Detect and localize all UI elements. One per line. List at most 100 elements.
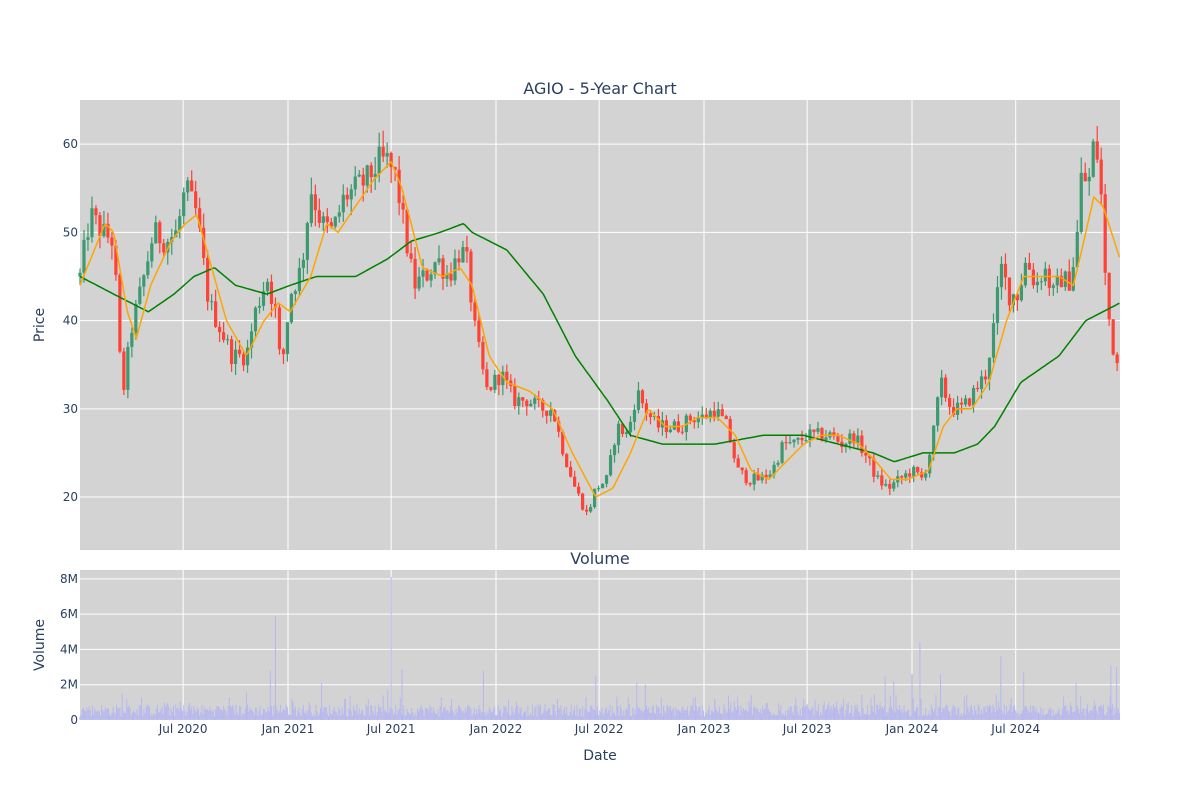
candle-body [182, 192, 186, 217]
candle-body [361, 174, 365, 186]
candle-body [241, 354, 246, 366]
candle-body [680, 431, 684, 433]
candle-body [920, 472, 924, 478]
candle-body [1103, 194, 1107, 273]
x-axis-label: Date [583, 748, 616, 764]
candle-body [792, 439, 796, 443]
candle-body [1067, 271, 1071, 291]
candle-body [425, 270, 429, 281]
candle-body [497, 374, 501, 386]
candle-body [569, 466, 573, 477]
candle-body [732, 442, 736, 459]
volume-plot-area [80, 570, 1120, 720]
price-y-tick-label: 40 [63, 314, 78, 328]
candle-body [644, 403, 649, 414]
candle-body [832, 432, 836, 437]
candle-body [952, 406, 956, 415]
candle-body [529, 403, 533, 407]
candle-body [604, 475, 609, 484]
candle-body [341, 194, 345, 213]
candle-body [764, 474, 768, 478]
candle-body [449, 273, 453, 281]
candle-body [812, 429, 816, 432]
volume-x-tick-labels: Jul 2020 Jan 2021 Jul 2021 Jan 2022 Jul 2022… [158, 722, 1040, 736]
candle-body [1107, 272, 1111, 320]
candle-body [445, 273, 449, 279]
candle-body [640, 390, 645, 404]
candle-body [892, 482, 896, 489]
volume-y-tick-label: 2M [60, 678, 78, 692]
candle-body [321, 216, 325, 223]
candle-body [1075, 231, 1079, 268]
candle-body [297, 267, 301, 292]
candle-body [305, 223, 309, 260]
candle-body [473, 302, 477, 321]
candle-body [465, 247, 469, 252]
candle-body [409, 253, 413, 259]
volume-bar-series [79, 577, 1120, 720]
candle-body [592, 488, 597, 507]
candle-body [668, 429, 672, 433]
candle-body [429, 274, 433, 281]
candle-body [493, 374, 497, 390]
candle-body [975, 387, 980, 390]
candle-body [210, 301, 214, 303]
candle-body [313, 194, 317, 211]
candle-body [620, 423, 625, 435]
candle-body [154, 222, 158, 244]
candle-body [174, 230, 178, 238]
candle-body [126, 346, 130, 390]
candle-body [289, 293, 294, 323]
candle-body [110, 237, 114, 246]
candle-body [991, 323, 996, 358]
candle-body [162, 243, 166, 253]
candlestick-series [78, 126, 1119, 516]
candle-body [900, 476, 904, 478]
candle-body [190, 180, 194, 192]
candle-body [1063, 271, 1067, 288]
candle-body [768, 474, 772, 478]
candle-body [541, 399, 545, 411]
candle-body [948, 397, 952, 407]
candle-body [983, 376, 988, 380]
candle-body [704, 414, 708, 419]
price-y-tick-label: 50 [63, 225, 78, 239]
candle-body [413, 258, 417, 289]
x-tick-label: Jul 2021 [366, 722, 416, 736]
candle-body [1051, 285, 1055, 288]
candle-body [1087, 176, 1091, 182]
candle-body [142, 275, 146, 287]
candle-body [912, 466, 916, 477]
candle-body [513, 385, 517, 407]
candle-body [501, 371, 505, 386]
candle-body [884, 484, 888, 486]
candle-body [281, 349, 286, 355]
candle-body [596, 488, 601, 490]
candle-body [1003, 263, 1008, 278]
candle-body [600, 483, 605, 489]
candle-body [78, 272, 82, 277]
candle-body [724, 416, 728, 420]
candle-body [1043, 268, 1047, 282]
candle-body [1027, 262, 1031, 270]
candle-body [1031, 269, 1035, 286]
candle-body [329, 222, 333, 227]
candle-body [816, 428, 820, 432]
candle-body [293, 291, 298, 294]
candle-body [804, 440, 808, 442]
candle-body [748, 483, 752, 485]
candle-body [864, 452, 868, 456]
candle-body [202, 227, 206, 258]
candle-body [249, 331, 254, 348]
candle-body [1023, 262, 1028, 286]
candle-body [585, 509, 589, 512]
candle-body [924, 473, 928, 478]
candle-body [561, 431, 565, 455]
candle-body [987, 357, 992, 380]
candle-body [134, 303, 138, 333]
candle-body [876, 475, 880, 477]
candle-body [1091, 141, 1095, 177]
candle-body [198, 208, 202, 228]
candle-body [146, 261, 150, 276]
candle-body [122, 351, 126, 390]
